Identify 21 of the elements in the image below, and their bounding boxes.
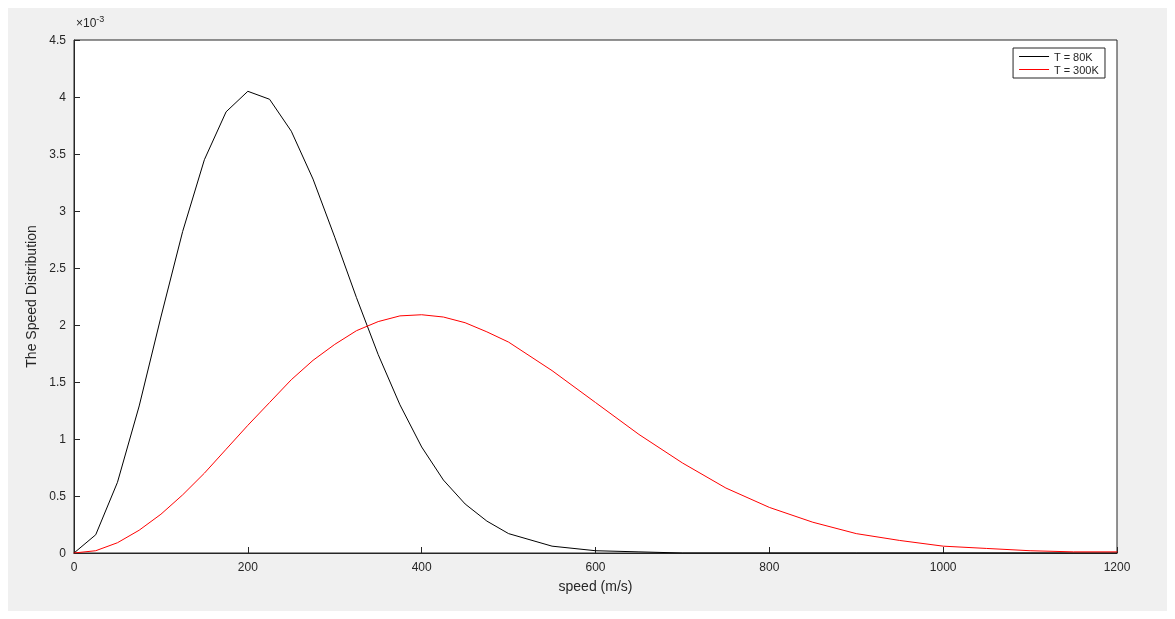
- x-tick-label: 400: [411, 560, 432, 574]
- x-tick-label: 1000: [929, 560, 957, 574]
- y-tick-label: 1.5: [49, 375, 67, 389]
- y-tick-label: 4.5: [49, 33, 67, 47]
- y-tick-label: 3.5: [49, 147, 67, 161]
- y-tick-label: 0.5: [49, 489, 67, 503]
- y-axis-title: The Speed Distribution: [23, 225, 40, 368]
- legend-label: T = 300K: [1054, 63, 1100, 76]
- x-axis-title: speed (m/s): [558, 578, 633, 594]
- x-tick-label: 0: [70, 560, 78, 574]
- y-tick-label: 1: [59, 432, 67, 446]
- y-tick-label: 2: [59, 318, 67, 332]
- y-tick-label: 0: [59, 546, 67, 560]
- y-tick-label: 2.5: [49, 261, 67, 275]
- x-tick-label: 800: [759, 560, 780, 574]
- y-tick-label: 3: [59, 204, 67, 218]
- x-tick-label: 600: [585, 560, 606, 574]
- y-tick-label: 4: [59, 90, 67, 104]
- legend-label: T = 80K: [1054, 50, 1094, 63]
- x-tick-label: 200: [237, 560, 259, 574]
- x-tick-label: 1200: [1103, 560, 1131, 574]
